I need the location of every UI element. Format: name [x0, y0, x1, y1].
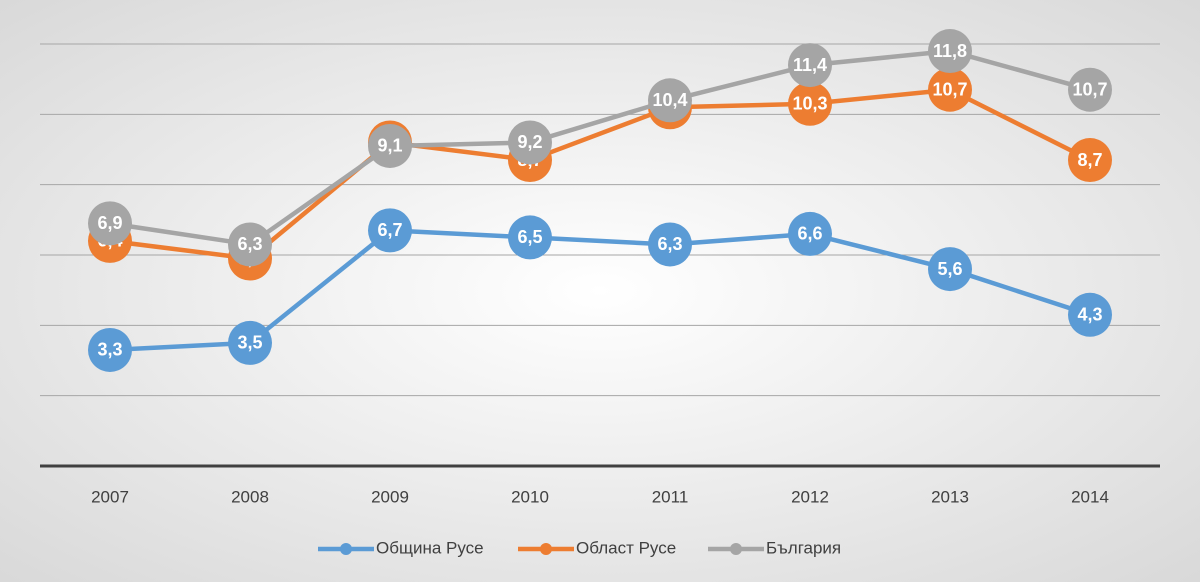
point-marker	[88, 201, 132, 246]
data-label: 6,5	[517, 227, 542, 247]
point-marker	[1068, 138, 1112, 183]
data-label: 6,3	[657, 234, 682, 254]
series-line	[109, 87, 1092, 261]
point-marker	[228, 222, 272, 267]
x-tick-label: 2009	[371, 487, 409, 506]
data-label: 8,7	[1077, 150, 1102, 170]
point-marker	[228, 320, 272, 365]
data-label: 6,6	[797, 224, 822, 244]
point-marker	[648, 222, 692, 267]
data-label: 9,1	[377, 136, 402, 156]
point-marker	[928, 247, 972, 292]
data-label: 10,7	[932, 79, 967, 99]
legend-label: Област Русе	[576, 538, 676, 557]
x-tick-label: 2008	[231, 487, 269, 506]
x-tick-label: 2011	[652, 487, 689, 506]
data-label: 4,3	[1077, 305, 1102, 325]
data-label: 6,9	[97, 213, 122, 233]
legend-label: България	[766, 538, 841, 557]
point-marker	[1068, 67, 1112, 112]
data-label: 6,7	[377, 220, 402, 240]
point-marker	[508, 120, 552, 165]
series-line	[109, 48, 1091, 247]
legend-marker	[340, 543, 352, 555]
data-label: 10,3	[792, 94, 827, 114]
point-marker	[928, 29, 972, 74]
legend-marker	[540, 543, 552, 555]
point-marker	[508, 215, 552, 260]
point-marker	[368, 123, 412, 168]
data-label: 11,4	[793, 55, 827, 75]
data-label: 5,6	[937, 259, 962, 279]
x-tick-label: 2007	[91, 487, 129, 506]
data-label: 6,3	[237, 234, 262, 254]
point-marker	[88, 327, 132, 372]
data-label: 3,3	[97, 340, 122, 360]
point-marker	[788, 81, 832, 126]
point-marker	[368, 208, 412, 253]
legend-label: Община Русе	[376, 538, 484, 557]
point-marker	[788, 43, 832, 88]
x-tick-label: 2012	[791, 487, 829, 506]
data-label: 10,7	[1072, 79, 1107, 99]
point-marker	[648, 78, 692, 123]
series-line	[109, 228, 1091, 353]
data-label: 3,5	[237, 333, 262, 353]
x-tick-label: 2013	[931, 487, 969, 506]
point-marker	[1068, 292, 1112, 337]
point-marker	[928, 67, 972, 112]
data-label: 9,2	[517, 132, 542, 152]
data-label: 10,4	[652, 90, 687, 110]
point-marker	[788, 211, 832, 256]
x-tick-label: 2010	[511, 487, 549, 506]
data-label: 11,8	[933, 41, 967, 61]
x-tick-label: 2014	[1071, 487, 1109, 506]
legend-marker	[730, 543, 742, 555]
